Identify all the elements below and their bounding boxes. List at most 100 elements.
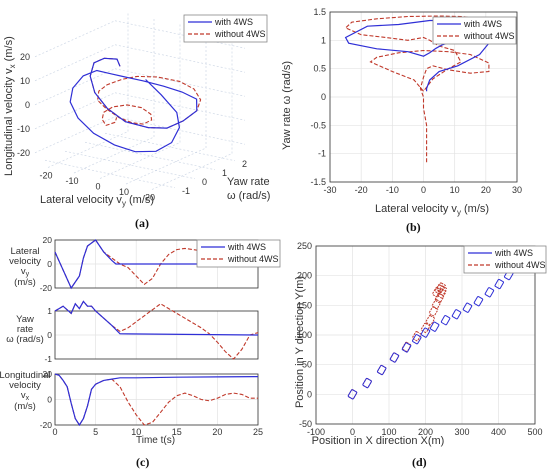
svg-text:(m/s): (m/s) <box>14 401 36 412</box>
x-tick-label: -20 <box>39 171 52 181</box>
grid-line <box>84 141 216 171</box>
x-tick-label: 0 <box>421 185 426 195</box>
x-tick-label: 20 <box>212 427 222 437</box>
grid-line <box>99 142 181 179</box>
axes-frame <box>329 11 518 183</box>
panel-a-zlabel: Longitudinal velocity vx (m/s) <box>3 36 17 176</box>
panel-a-legend-with: with 4WS <box>214 17 253 27</box>
x-tick-label: 0 <box>95 182 100 192</box>
panel-b-caption: (b) <box>406 220 421 234</box>
series-line <box>54 300 259 336</box>
grid-line <box>151 153 233 190</box>
x-tick-label: 10 <box>119 187 129 197</box>
series-line <box>69 57 198 153</box>
x-tick-label: 300 <box>454 427 469 437</box>
panel-a-plot <box>69 57 202 153</box>
y-tick-label: -0.5 <box>310 120 326 130</box>
panel-c-xlabel: Time t(s) <box>136 435 175 446</box>
panel-c-caption: (c) <box>136 455 149 469</box>
vehicle-marker <box>347 389 358 400</box>
y-tick-label: 0 <box>47 259 52 269</box>
y-tick-label: 20 <box>43 369 53 379</box>
axes-frame <box>315 245 536 425</box>
x-tick-label: 30 <box>512 185 522 195</box>
vehicle-marker <box>412 334 422 345</box>
y-tick-label: 200 <box>297 271 312 281</box>
series-line <box>54 300 259 360</box>
vehicle-marker <box>401 342 412 353</box>
x-tick-label: 0 <box>350 427 355 437</box>
grid-line <box>125 147 207 185</box>
y-tick-label: 100 <box>297 330 312 340</box>
x-tick-label: -10 <box>386 185 399 195</box>
panel-b-legend-without: without 4WS <box>463 31 515 41</box>
svg-text:Longitudinal: Longitudinal <box>0 370 51 381</box>
panel-a-caption: (a) <box>135 216 149 230</box>
svg-text:velocity: velocity <box>9 380 41 391</box>
vehicle-marker <box>431 299 442 310</box>
svg-text:(m/s): (m/s) <box>14 277 36 288</box>
grid-line <box>47 131 129 168</box>
vehicle-marker <box>437 285 448 296</box>
grid-line <box>34 44 116 82</box>
vehicle-marker <box>429 321 440 332</box>
x-tick-label: 20 <box>481 185 491 195</box>
vehicle-marker <box>428 306 439 317</box>
y-tick-label: -1 <box>44 354 52 364</box>
panel-d-caption: (d) <box>412 455 427 469</box>
panel-a-ylabel-line1: Yaw rate <box>227 176 270 188</box>
panel-a-ylabel-line2: ω (rad/s) <box>227 190 270 202</box>
svg-text:velocity: velocity <box>9 256 41 267</box>
vehicle-marker <box>412 331 422 342</box>
y-tick-label: -1 <box>318 149 326 159</box>
axes-frame <box>54 373 259 426</box>
series-line <box>344 19 490 92</box>
svg-text:Lateral: Lateral <box>10 246 39 257</box>
y-tick-label: 250 <box>297 241 312 251</box>
panel-c-legend: with 4WS without 4WS <box>196 239 281 268</box>
vehicle-marker <box>362 377 372 389</box>
vehicle-marker <box>451 309 462 320</box>
panel-c-ylabel-3: Longitudinal velocity vx (m/s) <box>0 370 51 412</box>
x-tick-label: -30 <box>323 185 336 195</box>
vehicle-marker <box>473 296 484 307</box>
panel-a-legend-without: without 4WS <box>214 29 266 39</box>
y-tick-label: 50 <box>302 360 312 370</box>
y-tick-label: -1 <box>182 186 190 196</box>
series-line <box>54 239 258 290</box>
vehicle-marker <box>440 315 451 326</box>
y-tick-label: -20 <box>40 420 53 430</box>
grid-line <box>34 20 116 58</box>
svg-text:vy: vy <box>21 266 30 278</box>
vehicle-marker <box>484 287 495 298</box>
vehicle-marker <box>432 287 442 298</box>
y-tick-label: 2 <box>242 159 247 169</box>
x-tick-label: 10 <box>131 427 141 437</box>
vehicle-marker <box>420 327 431 338</box>
panel-c-legend-with: with 4WS <box>227 242 266 252</box>
y-tick-label: 0 <box>307 389 312 399</box>
y-tick-label: -1.5 <box>310 177 326 187</box>
grid-line <box>34 92 116 130</box>
series-line <box>54 373 259 427</box>
vehicle-marker <box>420 322 431 333</box>
z-tick-label: -10 <box>17 124 30 134</box>
y-tick-label: -50 <box>299 419 312 429</box>
x-tick-label: 10 <box>450 185 460 195</box>
y-tick-label: 0.5 <box>313 64 326 74</box>
y-tick-label: 1 <box>321 35 326 45</box>
panel-c-ylabel-2: Yaw rate ω (rad/s) <box>6 314 44 345</box>
grid-line <box>73 136 155 174</box>
x-tick-label: -100 <box>307 427 325 437</box>
z-tick-label: 10 <box>20 76 30 86</box>
vehicle-marker <box>376 364 387 376</box>
vehicle-marker <box>425 315 435 326</box>
vehicle-marker <box>436 282 446 293</box>
y-tick-label: 1 <box>47 306 52 316</box>
panel-d-legend-without: without 4WS <box>494 260 546 270</box>
x-tick-label: 100 <box>381 427 396 437</box>
panel-a-legend: with 4WS without 4WS <box>183 14 268 43</box>
